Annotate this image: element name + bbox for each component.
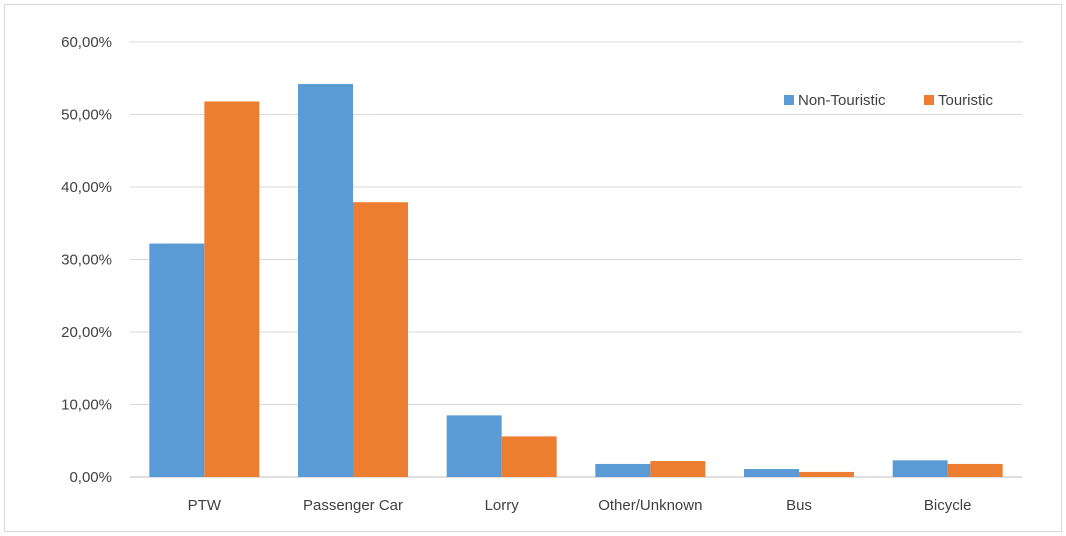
y-tick-label: 30,00% (61, 252, 112, 269)
y-tick-label: 50,00% (61, 107, 112, 124)
bar-non-touristic-lorry (446, 415, 502, 477)
bar-touristic-bicycle (947, 463, 1003, 477)
y-tick-label: 10,00% (61, 397, 112, 414)
bar-non-touristic-other-unknown (595, 463, 651, 477)
bar-touristic-lorry (501, 436, 557, 477)
bar-non-touristic-ptw (149, 243, 205, 477)
x-tick-label: Other/Unknown (598, 497, 702, 514)
bar-non-touristic-passenger-car (298, 84, 353, 478)
x-tick-label: PTW (188, 497, 222, 514)
bar-touristic-other-unknown (650, 461, 706, 477)
x-tick-label: Bicycle (924, 497, 972, 514)
y-tick-label: 20,00% (61, 324, 112, 341)
bar-touristic-bus (799, 471, 854, 477)
x-tick-label: Passenger Car (303, 497, 403, 514)
legend-label: Non-Touristic (798, 92, 886, 109)
legend-swatch (784, 95, 794, 105)
legend-label: Touristic (938, 92, 994, 109)
x-tick-label: Bus (786, 497, 812, 514)
y-tick-label: 0,00% (69, 469, 112, 486)
gridlines (130, 41, 1022, 478)
x-axis-tick-labels: PTW Passenger Car Lorry Other/Unknown Bus Bic… (188, 497, 972, 514)
bars (149, 84, 1003, 478)
bar-non-touristic-bicycle (892, 460, 948, 477)
legend-swatch (924, 95, 934, 105)
y-axis-tick-labels: 0,00% 10,00% 20,00% 30,00% 40,00% 50,00% 60,00… (61, 34, 112, 486)
x-tick-label: Lorry (485, 497, 520, 514)
legend: Non-Touristic Touristic (784, 92, 994, 109)
bar-non-touristic-bus (744, 469, 799, 477)
bar-touristic-passenger-car (353, 202, 408, 477)
y-tick-label: 60,00% (61, 34, 112, 51)
y-tick-label: 40,00% (61, 179, 112, 196)
bar-touristic-ptw (204, 101, 260, 477)
